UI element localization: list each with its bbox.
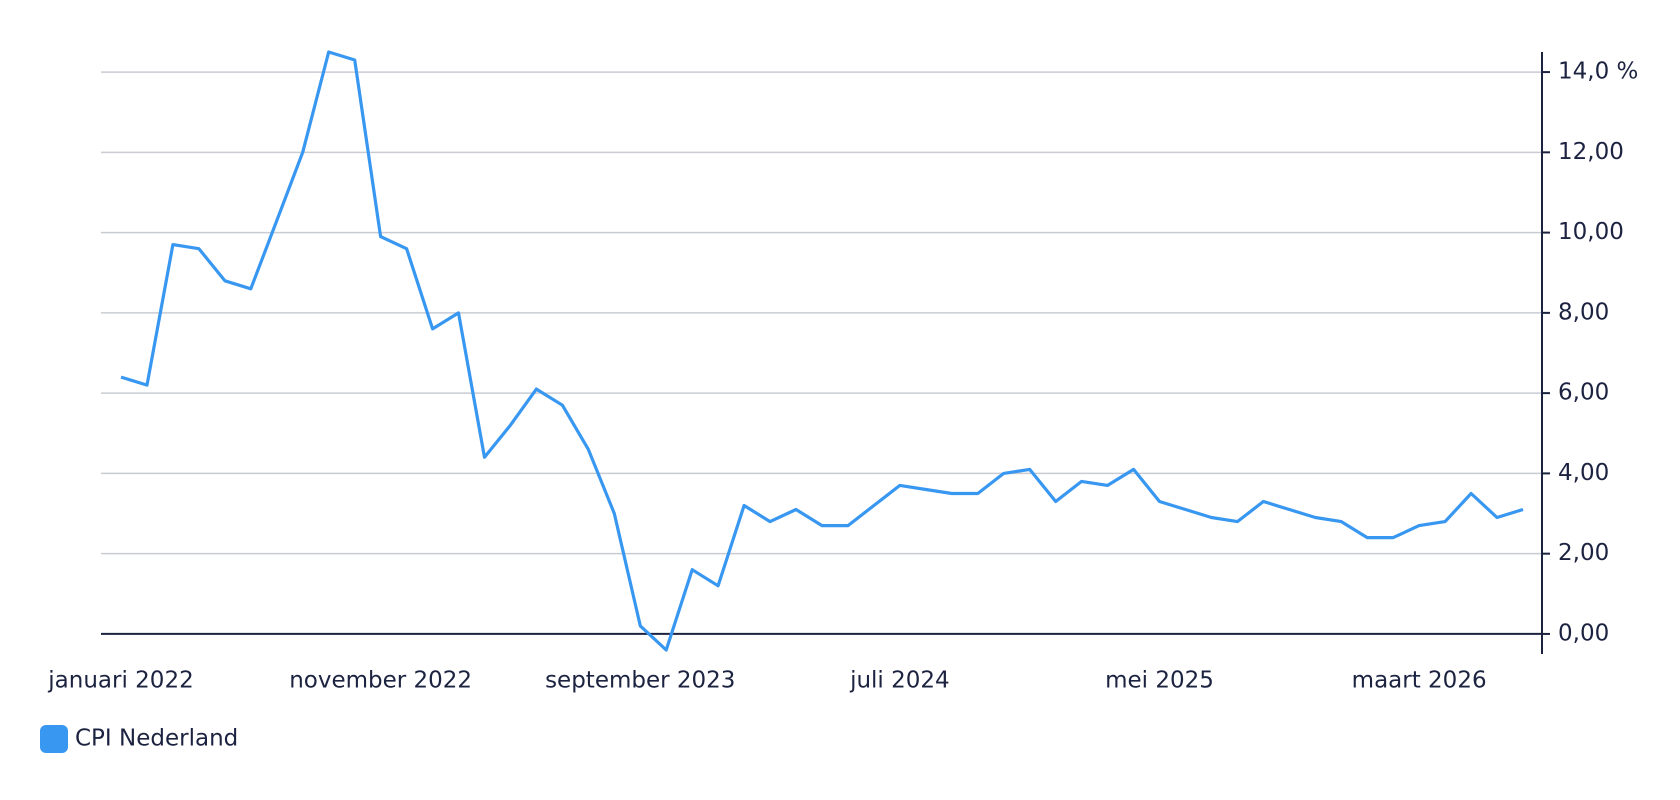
y-tick-label: 2,00 [1558, 540, 1609, 566]
y-tick-label: 8,00 [1558, 299, 1609, 325]
y-tick-label: 4,00 [1558, 460, 1609, 486]
x-tick-label: september 2023 [545, 668, 735, 694]
x-tick-label: januari 2022 [47, 668, 193, 694]
legend-swatch [40, 725, 68, 753]
legend-label: CPI Nederland [75, 726, 238, 752]
series-line [120, 50, 1524, 652]
x-tick-label: maart 2026 [1352, 668, 1487, 694]
x-tick-label: mei 2025 [1105, 668, 1214, 694]
x-tick-label: juli 2024 [849, 668, 950, 694]
y-tick-label: 6,00 [1558, 380, 1609, 406]
y-tick-label: 14,0 % [1558, 59, 1638, 85]
y-tick-label: 0,00 [1558, 620, 1609, 646]
y-tick-label: 12,00 [1558, 139, 1624, 165]
y-tick-label: 10,00 [1558, 219, 1624, 245]
x-tick-label: november 2022 [289, 668, 472, 694]
